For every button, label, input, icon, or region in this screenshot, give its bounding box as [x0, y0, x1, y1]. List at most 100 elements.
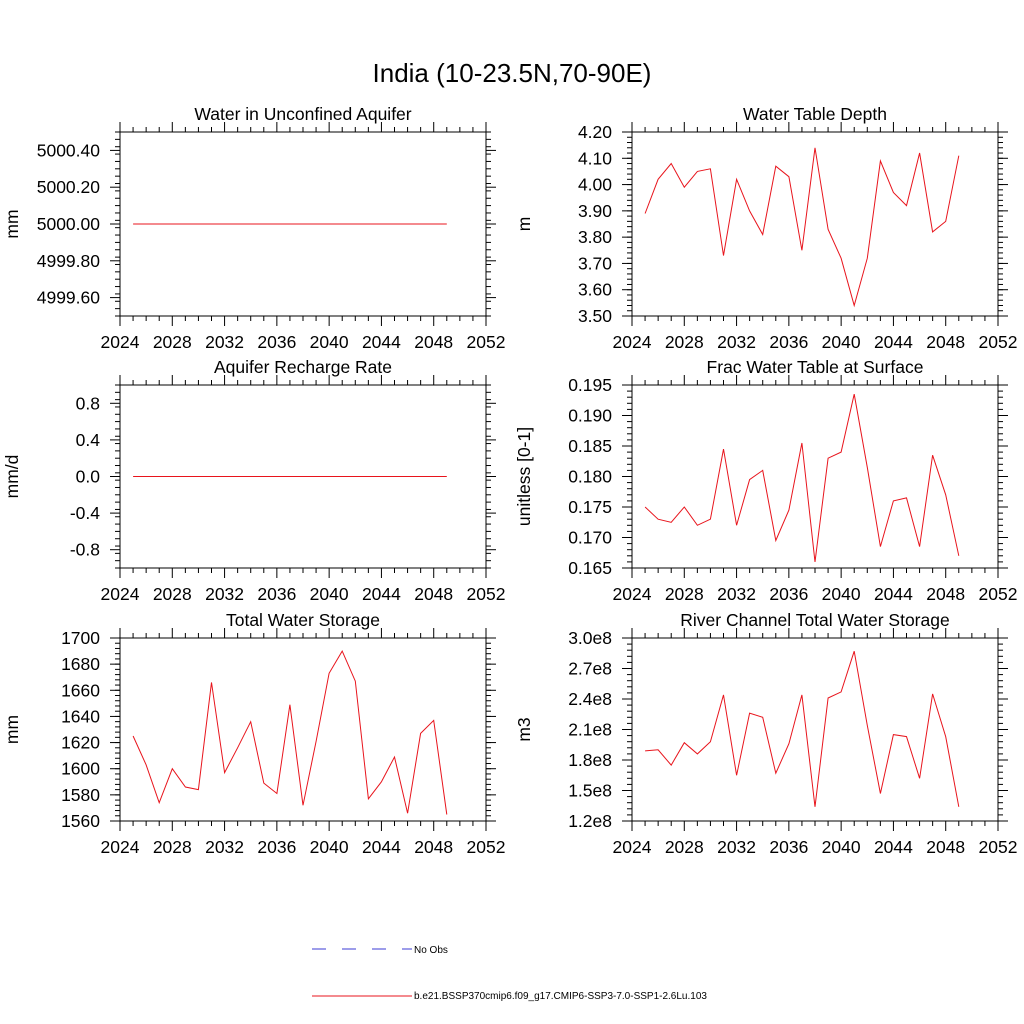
x-tick-label: 2048: [414, 837, 453, 857]
y-tick-label: 0.4: [76, 430, 101, 450]
x-tick-label: 2052: [467, 584, 506, 604]
y-tick-label: 0.8: [76, 393, 100, 413]
y-axis-label: mm/d: [2, 455, 22, 499]
y-tick-label: 3.0e8: [568, 628, 612, 648]
panel-title: Water in Unconfined Aquifer: [194, 104, 411, 124]
legend-item-model: b.e21.BSSP370cmip6.f09_g17.CMIP6-SSP3-7.…: [312, 991, 707, 1002]
panel-3: Aquifer Recharge Rate mm/d 2024 2028 2032 203…: [2, 357, 505, 604]
y-tick-label: 1.2e8: [568, 811, 612, 831]
x-tick-label: 2040: [822, 332, 861, 352]
panel-title: Total Water Storage: [226, 610, 380, 630]
y-tick-label: 5000.20: [37, 177, 101, 197]
x-tick-label: 2032: [205, 584, 244, 604]
x-tick-label: 2044: [362, 837, 401, 857]
panel-1: Water in Unconfined Aquifer mm 2024 2028 203…: [2, 104, 505, 352]
x-tick-label: 2036: [257, 837, 296, 857]
y-tick-label: 4.20: [578, 122, 612, 142]
x-tick-label: 2036: [257, 332, 296, 352]
figure-title: India (10-23.5N,70-90E): [373, 58, 652, 88]
y-axis-label: m3: [514, 717, 534, 741]
x-tick-label: 2048: [926, 584, 965, 604]
y-tick-label: 4999.60: [37, 288, 101, 308]
x-tick-label: 2024: [101, 837, 140, 857]
x-tick-label: 2044: [874, 837, 913, 857]
x-tick-label: 2044: [362, 332, 401, 352]
y-tick-label: 1600: [61, 759, 100, 779]
y-tick-label: 4.10: [578, 148, 612, 168]
y-tick-label: 1660: [61, 680, 100, 700]
x-tick-label: 2052: [979, 332, 1018, 352]
x-tick-label: 2032: [205, 837, 244, 857]
x-tick-label: 2040: [822, 837, 861, 857]
x-tick-label: 2024: [101, 332, 140, 352]
y-axis-label: mm: [2, 715, 22, 744]
legend-item-obs: No Obs: [312, 945, 448, 956]
y-tick-label: 5000.00: [37, 214, 101, 234]
x-tick-label: 2036: [769, 332, 808, 352]
x-tick-label: 2052: [979, 837, 1018, 857]
y-tick-label: 1620: [61, 733, 100, 753]
y-tick-label: 2.1e8: [568, 720, 612, 740]
y-tick-label: 4999.80: [37, 251, 101, 271]
panel-title: Frac Water Table at Surface: [707, 357, 924, 377]
x-tick-label: 2028: [153, 332, 192, 352]
x-tick-label: 2024: [613, 332, 652, 352]
y-tick-label: 1.8e8: [568, 750, 612, 770]
x-tick-label: 2024: [613, 837, 652, 857]
x-tick-label: 2024: [613, 584, 652, 604]
y-tick-label: 1680: [61, 654, 100, 674]
x-tick-label: 2048: [414, 332, 453, 352]
y-tick-label: 3.80: [578, 227, 612, 247]
y-tick-label: 2.7e8: [568, 659, 612, 679]
x-tick-label: 2048: [926, 332, 965, 352]
x-tick-label: 2028: [665, 332, 704, 352]
y-tick-label: 0.0: [76, 467, 101, 487]
legend-model-label: b.e21.BSSP370cmip6.f09_g17.CMIP6-SSP3-7.…: [414, 991, 707, 1002]
y-tick-label: 1700: [61, 628, 100, 648]
x-tick-label: 2028: [665, 837, 704, 857]
x-tick-label: 2028: [153, 584, 192, 604]
x-tick-label: 2036: [257, 584, 296, 604]
y-tick-label: 0.180: [568, 467, 612, 487]
x-tick-label: 2052: [467, 332, 506, 352]
panel-5: Total Water Storage mm 2024 2028 2032 2036 204…: [2, 610, 505, 857]
x-tick-label: 2052: [979, 584, 1018, 604]
x-tick-label: 2048: [414, 584, 453, 604]
y-tick-label: -0.4: [70, 503, 100, 523]
legend: No Obs b.e21.BSSP370cmip6.f09_g17.CMIP6-…: [312, 945, 707, 1002]
y-tick-label: 1580: [61, 785, 100, 805]
y-tick-label: 1640: [61, 706, 100, 726]
x-tick-label: 2032: [717, 584, 756, 604]
y-tick-label: 5000.40: [37, 140, 101, 160]
x-tick-label: 2044: [874, 584, 913, 604]
panel-6: River Channel Total Water Storage m3 2024 2…: [514, 610, 1017, 857]
y-tick-label: 0.185: [568, 436, 612, 456]
x-tick-label: 2040: [822, 584, 861, 604]
y-axis-label: unitless [0-1]: [514, 427, 534, 526]
y-tick-label: 4.00: [578, 175, 612, 195]
y-tick-label: 0.175: [568, 497, 612, 517]
y-tick-label: 0.190: [568, 406, 612, 426]
panel-title: River Channel Total Water Storage: [680, 610, 949, 630]
y-axis-label: m: [514, 217, 534, 232]
legend-obs-label: No Obs: [414, 945, 448, 956]
y-tick-label: 3.60: [578, 280, 612, 300]
y-tick-label: -0.8: [70, 540, 100, 560]
y-axis-label: mm: [2, 209, 22, 238]
x-tick-label: 2028: [153, 837, 192, 857]
x-tick-label: 2044: [362, 584, 401, 604]
y-tick-label: 0.195: [568, 375, 612, 395]
x-tick-label: 2044: [874, 332, 913, 352]
y-tick-label: 1.5e8: [568, 781, 612, 801]
x-tick-label: 2032: [717, 837, 756, 857]
x-tick-label: 2032: [717, 332, 756, 352]
series-line: [132, 650, 448, 815]
x-tick-label: 2024: [101, 584, 140, 604]
y-tick-label: 3.70: [578, 253, 612, 273]
y-tick-label: 0.165: [568, 558, 612, 578]
x-tick-label: 2032: [205, 332, 244, 352]
panel-title: Aquifer Recharge Rate: [214, 357, 392, 377]
y-tick-label: 3.90: [578, 201, 612, 221]
series-line: [644, 147, 960, 308]
